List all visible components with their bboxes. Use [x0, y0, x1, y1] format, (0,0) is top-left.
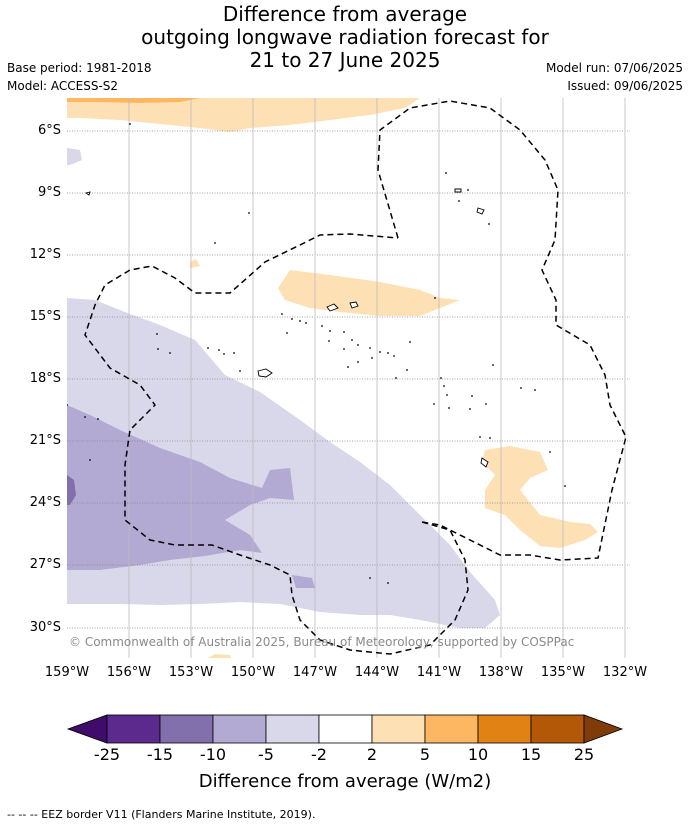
lon-tick-144w: 144°W — [354, 665, 400, 680]
anomaly-region-medium-negative — [67, 405, 294, 570]
copyright-note: © Commonwealth of Australia 2025, Bureau… — [69, 635, 574, 649]
lat-tick-6s: 6°S — [37, 123, 61, 138]
colorbar-bin-8 — [477, 714, 532, 744]
lon-tick-135w: 135°W — [540, 665, 586, 680]
anomaly-patch-positive-small — [190, 259, 200, 268]
anomaly-region-positive-north — [67, 98, 420, 132]
title-line-3: 21 to 27 June 2025 — [249, 48, 441, 72]
lon-tick-147w: 147°W — [292, 665, 338, 680]
colorbar-extend-high — [583, 714, 624, 744]
base-period: Base period: 1981-2018 — [7, 61, 152, 75]
eez-legend-note: -- -- -- EEZ border V11 (Flanders Marine… — [7, 808, 316, 821]
colorbar-bin-3 — [212, 714, 267, 744]
colorbar-tick-3: -10 — [199, 745, 227, 764]
colorbar-bin-9 — [530, 714, 585, 744]
anomaly-patch-light-negative — [67, 148, 82, 165]
model-name: Model: ACCESS-S2 — [7, 79, 119, 93]
lat-tick-27s: 27°S — [29, 557, 61, 572]
colorbar-title: Difference from average (W/m2) — [198, 771, 492, 792]
colorbar-bin-2 — [159, 714, 214, 744]
colorbar-bin-7 — [424, 714, 479, 744]
lat-tick-24s: 24°S — [29, 495, 61, 510]
lon-tick-159w: 159°W — [44, 665, 90, 680]
title-line-2: outgoing longwave radiation forecast for — [141, 25, 549, 49]
longitude-gridlines — [128, 98, 626, 658]
anomaly-region-positive-south — [482, 446, 598, 548]
lat-tick-9s: 9°S — [37, 185, 61, 200]
colorbar-tick-4: -5 — [258, 745, 274, 764]
colorbar-tick-6: 2 — [366, 745, 378, 764]
model-run: Model run: 07/06/2025 — [545, 61, 683, 75]
colorbar-extend-low — [66, 714, 108, 744]
colorbar-tick-9: 15 — [520, 745, 542, 764]
lon-tick-138w: 138°W — [478, 665, 524, 680]
title-line-1: Difference from average — [222, 2, 468, 26]
colorbar-tick-7: 5 — [419, 745, 431, 764]
lon-tick-156w: 156°W — [106, 665, 152, 680]
colorbar-tick-1: -25 — [93, 745, 121, 764]
island-dots — [67, 123, 566, 584]
colorbar-bin-4 — [265, 714, 320, 744]
anomaly-region-positive-central — [278, 270, 460, 316]
island-outlines — [84, 188, 489, 468]
colorbar-tick-5: -2 — [311, 745, 327, 764]
colorbar-tick-10: 25 — [573, 745, 595, 764]
colorbar-bin-6 — [371, 714, 426, 744]
colorbar-bin-5 — [318, 714, 373, 744]
colorbar — [66, 714, 624, 744]
anomaly-patch-orange — [67, 98, 200, 103]
eez-borders — [84, 100, 627, 655]
lon-tick-153w: 153°W — [168, 665, 214, 680]
anomaly-field — [67, 98, 630, 658]
anomaly-patch-positive-bottom — [208, 654, 232, 658]
lat-tick-18s: 18°S — [29, 371, 61, 386]
lon-tick-150w: 150°W — [230, 665, 276, 680]
issued-date: Issued: 09/06/2025 — [567, 79, 683, 93]
colorbar-tick-2: -15 — [146, 745, 174, 764]
colorbar-tick-8: 10 — [467, 745, 489, 764]
colorbar-bin-1 — [106, 714, 161, 744]
lat-tick-21s: 21°S — [29, 433, 61, 448]
lon-tick-141w: 141°W — [416, 665, 462, 680]
lon-tick-132w: 132°W — [602, 665, 648, 680]
lat-tick-30s: 30°S — [29, 620, 61, 635]
lat-tick-12s: 12°S — [29, 247, 61, 262]
lat-tick-15s: 15°S — [29, 309, 61, 324]
anomaly-patch-dark-negative — [67, 475, 76, 505]
anomaly-patch-medium-negative — [292, 575, 315, 588]
